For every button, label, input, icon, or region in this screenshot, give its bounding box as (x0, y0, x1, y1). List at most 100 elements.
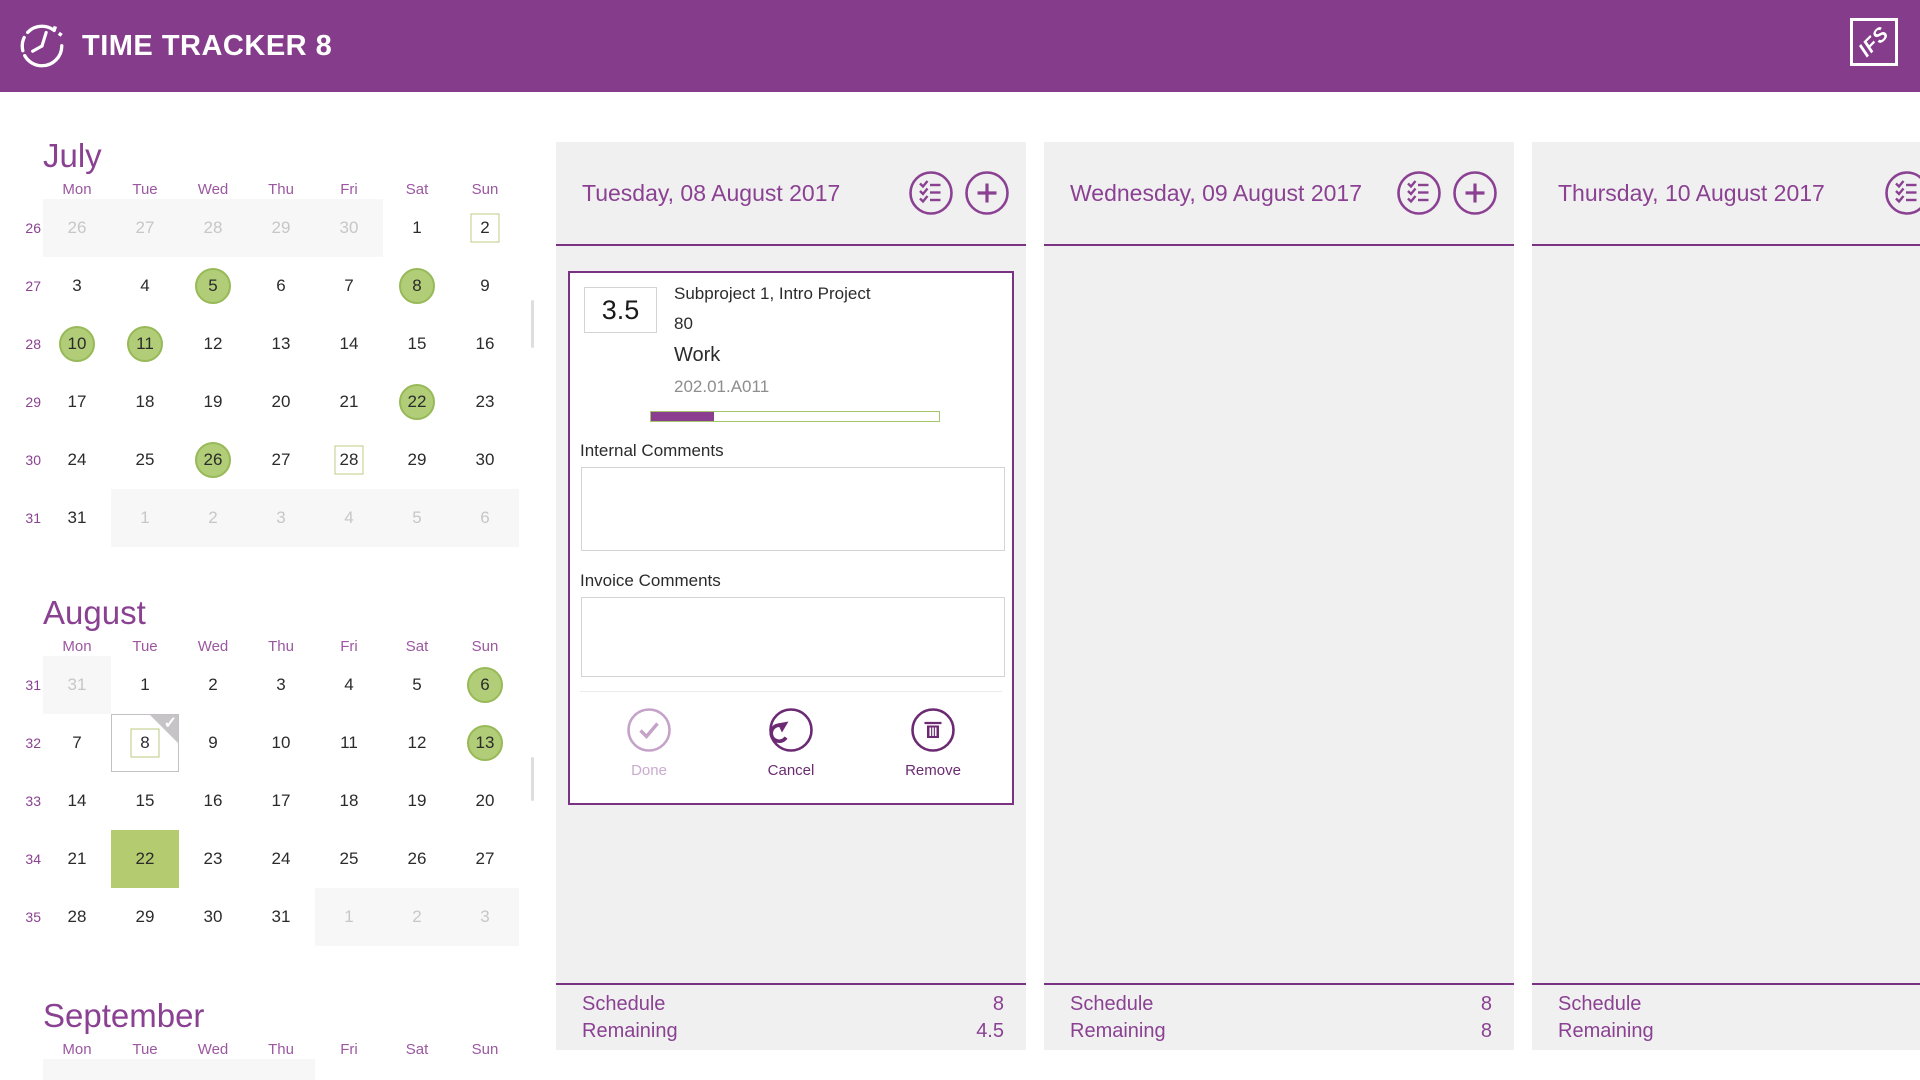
calendar-day[interactable]: 12 (203, 334, 223, 353)
calendar-day[interactable]: 12 (407, 733, 427, 752)
calendar-day[interactable]: 24 (67, 450, 87, 469)
calendar-day[interactable]: 5 (383, 489, 451, 547)
done-label: Done (631, 762, 667, 779)
add-entry-icon[interactable] (1452, 170, 1498, 216)
calendar-day[interactable]: 2 (451, 199, 519, 257)
week-number: 35 (25, 909, 41, 925)
calendar-day[interactable]: 22 (111, 830, 179, 888)
calendar-day[interactable]: 13 (451, 714, 519, 772)
checklist-icon[interactable] (1884, 170, 1920, 216)
calendar-day[interactable]: 25 (135, 450, 155, 469)
app-title: TIME TRACKER 8 (82, 29, 333, 62)
calendar-day[interactable]: 17 (271, 791, 291, 810)
weekday-label: Fri (340, 1041, 358, 1058)
calendar-day[interactable]: 30 (475, 450, 495, 469)
checklist-icon[interactable] (908, 170, 954, 216)
calendar-day[interactable]: 29 (407, 450, 427, 469)
calendar-day[interactable]: 30 (203, 907, 223, 926)
calendar-day[interactable]: 11 (340, 733, 358, 752)
weekday-label: Mon (62, 638, 92, 655)
sidebar-scrollbar[interactable] (531, 757, 534, 801)
calendar-day[interactable]: 1 (140, 675, 150, 694)
calendar-day[interactable]: 2 (383, 888, 451, 946)
calendar-day[interactable]: 6 (451, 489, 519, 547)
calendar-day[interactable]: 9 (208, 733, 218, 752)
calendar-day[interactable]: 26 (43, 199, 111, 257)
calendar-day[interactable]: 26 (179, 431, 247, 489)
calendar-day[interactable]: 2 (208, 675, 218, 694)
calendar-day[interactable]: 29 (135, 907, 155, 926)
calendar-day[interactable]: 18 (135, 392, 155, 411)
calendar-day[interactable]: 1 (315, 888, 383, 946)
calendar-day[interactable]: 22 (383, 373, 451, 431)
sidebar-scrollbar[interactable] (531, 300, 534, 348)
cancel-button[interactable]: Cancel (756, 707, 826, 779)
calendar-day[interactable]: 15 (135, 791, 155, 810)
calendar-day[interactable]: 16 (475, 334, 495, 353)
calendar-day[interactable]: 10 (43, 315, 111, 373)
calendar-day[interactable]: 27 (475, 849, 495, 868)
calendar-day[interactable]: 27 (271, 450, 291, 469)
calendar-day[interactable]: 10 (271, 733, 291, 752)
calendar-day[interactable]: 8 (383, 257, 451, 315)
calendar-day[interactable]: 1 (111, 489, 179, 547)
calendar-day[interactable]: 20 (475, 791, 495, 810)
calendar-day[interactable]: 26 (407, 849, 427, 868)
calendar-day[interactable]: 24 (271, 849, 291, 868)
calendar-day[interactable]: 31 (43, 656, 111, 714)
calendar-day[interactable]: 28 (67, 907, 87, 926)
calendar-grid: Mon Tue Wed Thu Fri Sat Sun (0, 1040, 548, 1080)
calendar-day[interactable]: 27 (111, 199, 179, 257)
done-button[interactable]: Done (614, 707, 684, 779)
day-column-date: Tuesday, 08 August 2017 (582, 179, 841, 206)
calendar-day-selected[interactable]: ✓ 8 (111, 714, 179, 772)
calendar-day[interactable]: 4 (315, 489, 383, 547)
calendar-day[interactable]: 31 (271, 907, 291, 926)
calendar-day[interactable]: 14 (67, 791, 87, 810)
calendar-day[interactable]: 4 (344, 675, 354, 694)
week-number: 28 (25, 336, 41, 352)
calendar-day[interactable]: 3 (72, 276, 82, 295)
calendar-day[interactable]: 11 (111, 315, 179, 373)
calendar-day[interactable]: 3 (276, 675, 286, 694)
calendar-day[interactable]: 25 (339, 849, 359, 868)
checklist-icon[interactable] (1396, 170, 1442, 216)
calendar-day[interactable]: 13 (271, 334, 291, 353)
calendar-day[interactable]: 3 (247, 489, 315, 547)
calendar-day[interactable]: 21 (67, 849, 87, 868)
calendar-day[interactable]: 18 (339, 791, 359, 810)
calendar-day[interactable]: 23 (475, 392, 495, 411)
calendar-day[interactable]: 17 (67, 392, 87, 411)
calendar-day[interactable]: 16 (203, 791, 223, 810)
calendar-day[interactable]: 7 (72, 733, 82, 752)
calendar-day[interactable]: 5 (412, 675, 422, 694)
schedule-label: Schedule (1070, 993, 1154, 1015)
calendar-day[interactable]: 28 (315, 431, 383, 489)
calendar-day[interactable]: 6 (451, 656, 519, 714)
calendar-day[interactable]: 4 (140, 276, 150, 295)
calendar-day[interactable]: 2 (179, 489, 247, 547)
calendar-day[interactable]: 5 (179, 257, 247, 315)
calendar-day[interactable]: 31 (67, 508, 87, 527)
calendar-day[interactable]: 19 (407, 791, 427, 810)
calendar-day[interactable]: 14 (339, 334, 359, 353)
internal-comments-input[interactable] (581, 467, 1005, 551)
hours-input[interactable]: 3.5 (584, 287, 657, 333)
calendar-day[interactable]: 21 (339, 392, 359, 411)
day-column-footer: Schedule 8 Remaining 4.5 (556, 983, 1026, 1050)
calendar-day[interactable]: 19 (203, 392, 223, 411)
calendar-day[interactable]: 6 (276, 276, 286, 295)
add-entry-icon[interactable] (964, 170, 1010, 216)
calendar-day[interactable]: 1 (412, 218, 422, 237)
calendar-day[interactable]: 28 (179, 199, 247, 257)
calendar-day[interactable]: 9 (480, 276, 490, 295)
calendar-day[interactable]: 23 (203, 849, 223, 868)
calendar-day[interactable]: 7 (344, 276, 354, 295)
calendar-day[interactable]: 20 (271, 392, 291, 411)
calendar-day[interactable]: 29 (247, 199, 315, 257)
calendar-day[interactable]: 3 (451, 888, 519, 946)
calendar-day[interactable]: 30 (315, 199, 383, 257)
invoice-comments-input[interactable] (581, 597, 1005, 677)
remove-button[interactable]: Remove (898, 707, 968, 779)
calendar-day[interactable]: 15 (407, 334, 427, 353)
